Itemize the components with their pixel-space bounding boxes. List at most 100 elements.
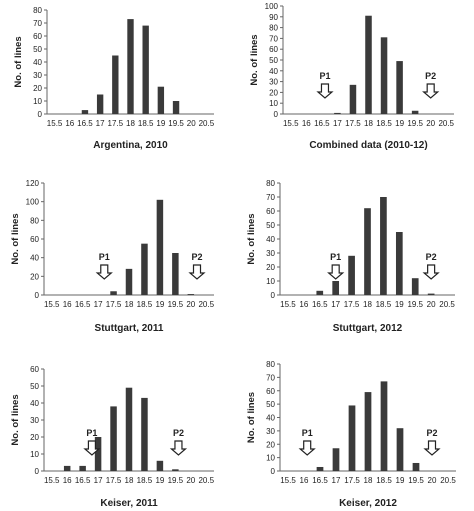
x-tick-label: 16.5 (77, 119, 93, 128)
y-tick-label: 0 (274, 110, 279, 119)
x-tick-label: 17 (331, 300, 340, 309)
y-tick-label: 40 (30, 399, 39, 408)
bar-17 (332, 448, 340, 471)
x-tick-label: 17 (333, 119, 342, 128)
bar-18 (364, 208, 371, 295)
bar-19.5 (411, 278, 419, 295)
x-tick-label: 20.5 (199, 119, 215, 128)
y-tick-label: 40 (266, 414, 275, 423)
x-tick-label: 15.5 (280, 476, 296, 485)
x-tick-label: 19.5 (168, 300, 184, 309)
x-tick-label: 16.5 (312, 300, 328, 309)
y-tick-label: 30 (30, 416, 39, 425)
y-tick-label: 50 (30, 382, 39, 391)
x-tick-label: 18 (125, 300, 134, 309)
marker-label-p2: P2 (426, 252, 437, 262)
x-tick-label: 15.5 (44, 300, 60, 309)
down-arrow-icon (169, 440, 188, 456)
marker-label-p2: P2 (191, 252, 202, 262)
y-tick-label: 10 (266, 277, 275, 286)
bar-20 (187, 294, 195, 295)
x-tick-label: 16 (63, 300, 72, 309)
down-arrow-icon (95, 264, 113, 280)
y-tick-label: 90 (269, 13, 278, 22)
bar-18 (364, 392, 372, 471)
bar-19 (396, 61, 403, 114)
bar-17.5 (348, 405, 356, 471)
x-tick-label: 18 (363, 300, 372, 309)
y-tick-label: 20 (266, 263, 275, 272)
bar-19.5 (412, 462, 420, 471)
chart-6: 0 10 20 30 40 50 60 70 80 15.5 16 16.5 17 17.5 18 18.5 1… (246, 360, 456, 509)
x-tick-label: 18.5 (138, 119, 154, 128)
bar-19.5 (411, 110, 419, 114)
x-tick-label: 19 (395, 119, 404, 128)
bar-18.5 (380, 197, 387, 295)
bar-19 (156, 460, 164, 471)
down-arrow-icon (423, 440, 441, 456)
bar-18 (127, 19, 134, 115)
y-tick-label: 30 (269, 78, 278, 87)
y-tick-label: 50 (266, 400, 275, 409)
y-axis-title: No. of lines (246, 213, 257, 264)
x-tick-label: 16 (300, 476, 309, 485)
bar-18.5 (380, 37, 388, 114)
y-axis-title: No. of lines (10, 213, 21, 264)
y-tick-label: 20 (33, 84, 42, 93)
y-tick-label: 60 (266, 387, 275, 396)
bar-20 (427, 293, 435, 295)
y-tick-label: 80 (266, 179, 275, 188)
x-tick-label: 16.5 (75, 300, 91, 309)
x-tick-label: 19 (396, 476, 405, 485)
x-tick-label: 20.5 (198, 300, 214, 309)
down-arrow-icon (188, 264, 206, 280)
bar-18 (365, 15, 372, 114)
y-tick-label: 80 (266, 360, 275, 369)
y-axis-title: No. of lines (13, 36, 24, 87)
x-tick-label: 20 (427, 300, 436, 309)
x-tick-label: 20.5 (198, 476, 214, 485)
bar-19 (396, 428, 404, 471)
marker-label-p1: P1 (302, 428, 313, 438)
y-tick-label: 40 (266, 235, 275, 244)
x-tick-label: 17.5 (344, 476, 360, 485)
bar-16.5 (79, 465, 86, 471)
x-tick-label: 15.5 (283, 119, 299, 128)
y-tick-label: 60 (269, 45, 278, 54)
y-tick-label: 0 (35, 291, 40, 300)
y-tick-label: 20 (30, 272, 39, 281)
bar-19.5 (172, 253, 179, 295)
y-tick-label: 60 (266, 207, 275, 216)
bar-16.5 (81, 110, 89, 114)
bar-17.5 (349, 84, 357, 114)
down-arrow-icon (316, 83, 334, 99)
bar-19.5 (172, 469, 179, 471)
chart-caption: Stuttgart, 2012 (333, 323, 403, 334)
bar-19 (157, 86, 165, 114)
x-tick-label: 16.5 (314, 119, 330, 128)
y-tick-label: 10 (33, 97, 42, 106)
y-tick-label: 40 (269, 67, 278, 76)
bar-18 (125, 268, 133, 295)
x-tick-label: 15.5 (47, 119, 63, 128)
x-tick-label: 17.5 (108, 119, 124, 128)
bar-17.5 (112, 55, 119, 114)
x-tick-label: 20.5 (439, 300, 455, 309)
marker-label-p2: P2 (425, 71, 436, 81)
y-tick-label: 70 (266, 193, 275, 202)
y-tick-label: 100 (265, 2, 279, 11)
x-tick-label: 17 (332, 476, 341, 485)
y-tick-label: 10 (269, 99, 278, 108)
y-tick-label: 120 (26, 179, 40, 188)
y-tick-label: 100 (26, 198, 40, 207)
y-tick-label: 80 (30, 216, 39, 225)
x-tick-label: 16 (299, 300, 308, 309)
y-tick-label: 70 (266, 373, 275, 382)
x-tick-label: 17.5 (345, 119, 361, 128)
x-tick-label: 15.5 (280, 300, 296, 309)
x-tick-label: 16 (302, 119, 311, 128)
down-arrow-icon (327, 264, 345, 280)
x-tick-label: 17 (96, 119, 105, 128)
